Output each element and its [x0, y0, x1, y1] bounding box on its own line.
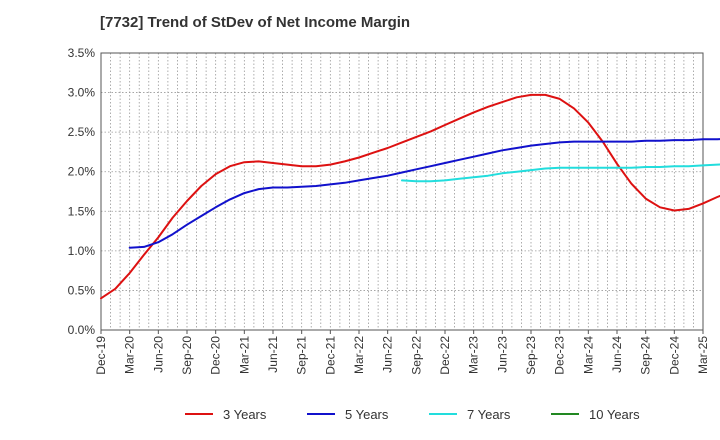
series-line-7-years — [401, 163, 720, 183]
x-tick-label: Mar-20 — [123, 336, 137, 374]
plot-area — [101, 53, 703, 330]
x-tick-label: Dec-23 — [553, 336, 567, 375]
x-tick-label: Jun-24 — [610, 336, 624, 373]
series-layer — [100, 93, 720, 300]
legend-layer: 3 Years 5 Years 7 Years 10 Years — [185, 407, 640, 422]
grid-layer — [100, 52, 704, 331]
y-tick-label: 2.5% — [68, 125, 96, 139]
plot-frame — [100, 52, 704, 331]
x-tick-label: Dec-19 — [94, 336, 108, 375]
y-tick-label: 1.0% — [68, 244, 96, 258]
x-tick-label: Dec-21 — [323, 336, 337, 375]
x-tick-label: Sep-22 — [409, 336, 423, 375]
x-tick-label: Sep-23 — [524, 336, 538, 375]
legend-label-10-years: 10 Years — [589, 407, 640, 422]
y-tick-label: 0.0% — [68, 323, 96, 337]
x-tick-label: Dec-22 — [438, 336, 452, 375]
y-tick-label: 1.5% — [68, 204, 96, 218]
x-tick-label: Mar-25 — [696, 336, 710, 374]
x-tick-label: Sep-24 — [639, 336, 653, 375]
axis-layer: 0.0% 0.5% 1.0% 1.5% 2.0% 2.5% 3.0% 3.5% Dec-19 Ma… — [68, 46, 710, 375]
x-tick-label: Dec-20 — [209, 336, 223, 375]
x-tick-label: Mar-22 — [352, 336, 366, 374]
legend-label-5-years: 5 Years — [345, 407, 389, 422]
x-tick-label: Jun-21 — [266, 336, 280, 373]
x-tick-label: Sep-21 — [295, 336, 309, 375]
x-tick-label: Jun-23 — [495, 336, 509, 373]
chart-title: [7732] Trend of StDev of Net Income Marg… — [100, 14, 411, 31]
x-tick-label: Dec-24 — [667, 336, 681, 375]
series-line-5-years — [128, 138, 720, 249]
x-tick-label: Sep-20 — [180, 336, 194, 375]
series-line-3-years — [100, 93, 720, 300]
x-tick-label: Mar-21 — [237, 336, 251, 374]
legend-label-7-years: 7 Years — [467, 407, 511, 422]
legend-label-3-years: 3 Years — [223, 407, 267, 422]
y-tick-label: 3.5% — [68, 46, 96, 60]
x-tick-label: Mar-23 — [467, 336, 481, 374]
x-tick-label: Mar-24 — [581, 336, 595, 374]
x-tick-label: Jun-20 — [151, 336, 165, 373]
y-tick-label: 0.5% — [68, 283, 96, 297]
x-tick-label: Jun-22 — [381, 336, 395, 373]
y-tick-label: 2.0% — [68, 165, 96, 179]
y-tick-label: 3.0% — [68, 86, 96, 100]
